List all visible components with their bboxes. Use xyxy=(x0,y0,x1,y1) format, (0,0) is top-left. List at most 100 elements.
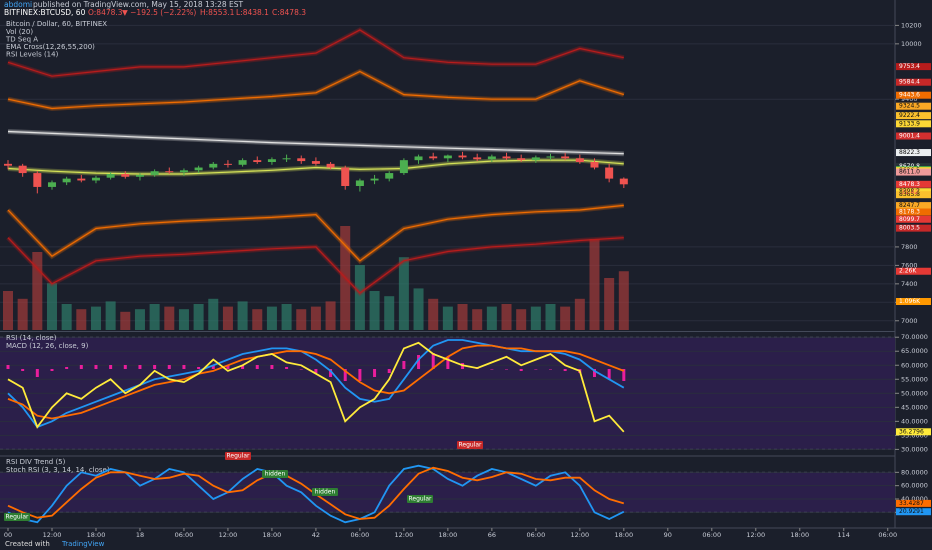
volume-label-box xyxy=(896,267,931,275)
low: L:8438.1 xyxy=(236,8,269,17)
histogram-bar xyxy=(153,365,157,369)
candle-body xyxy=(619,178,628,185)
candle-body xyxy=(355,180,364,186)
annotation-box xyxy=(457,441,483,449)
histogram-bar xyxy=(358,369,362,381)
volume-bar xyxy=(222,306,233,330)
price-label-box xyxy=(896,149,931,157)
last-value-box xyxy=(896,499,931,507)
candle-body xyxy=(605,167,614,179)
volume-bar xyxy=(442,306,453,330)
candle-body xyxy=(150,171,159,175)
candle-body xyxy=(561,156,570,159)
volume-bar xyxy=(252,309,263,330)
annotation: Regular xyxy=(226,453,250,460)
histogram-bar xyxy=(592,369,596,377)
histogram-bar xyxy=(373,369,377,377)
histogram-bar xyxy=(197,367,201,369)
candle-body xyxy=(267,159,276,162)
candle-body xyxy=(106,174,115,178)
price-label-box xyxy=(896,168,931,176)
annotation: hidden xyxy=(265,471,286,478)
x-tick-label: 114 xyxy=(838,531,850,539)
price-label-box xyxy=(896,202,931,210)
footer-brand[interactable]: TradingView xyxy=(61,540,105,548)
histogram-bar xyxy=(299,369,303,370)
price-label: 9133.9 xyxy=(899,120,920,127)
volume-bar xyxy=(457,304,468,330)
annotation-box xyxy=(262,470,288,478)
histogram-bar xyxy=(79,365,83,369)
indicator-label: EMA Cross(12,26,55,200) xyxy=(6,43,95,51)
volume-bar xyxy=(208,298,219,330)
y-tick-label: 7800 xyxy=(901,243,918,251)
x-tick-label: 12:00 xyxy=(219,531,238,539)
overlay-line xyxy=(7,130,624,155)
volume-label: 2.26K xyxy=(899,268,917,275)
volume-bar xyxy=(501,304,512,330)
annotation-box xyxy=(407,495,433,503)
volume-label: 1.096K xyxy=(899,298,921,305)
candle-body xyxy=(223,163,232,165)
candle-body xyxy=(443,155,452,159)
x-tick-label: 06:00 xyxy=(702,531,721,539)
x-tick-label: 12:00 xyxy=(395,531,414,539)
histogram-bar xyxy=(35,369,39,377)
candle-body xyxy=(414,156,423,161)
candle-body xyxy=(47,182,56,187)
price-label: 8099.7 xyxy=(899,216,920,223)
candle-body xyxy=(575,158,584,162)
volume-bar xyxy=(560,306,571,330)
candle-body xyxy=(429,156,438,159)
candle-body xyxy=(341,167,350,186)
close: C:8478.3 xyxy=(272,8,306,17)
volume-bar xyxy=(604,278,615,330)
annotation-box xyxy=(225,452,251,460)
x-tick-label: 90 xyxy=(664,531,672,539)
histogram-bar xyxy=(50,369,54,371)
y-tick-label: 7600 xyxy=(901,261,918,269)
series-line xyxy=(7,464,625,524)
x-tick-label: 18 xyxy=(136,531,144,539)
x-tick-label: 42 xyxy=(312,531,320,539)
price-label-box xyxy=(896,78,931,86)
volume-bar xyxy=(90,306,101,330)
price-label: 9222.4 xyxy=(899,112,920,119)
histogram-bar xyxy=(490,369,494,370)
author[interactable]: abdomi xyxy=(4,0,32,9)
candle-body xyxy=(326,163,335,168)
price-label-box xyxy=(896,102,931,110)
candle-body xyxy=(531,157,540,161)
pane-title: RSI (14, close) xyxy=(6,334,57,342)
y-tick-label: 7000 xyxy=(901,317,918,325)
volume-bar xyxy=(178,309,189,330)
histogram-bar xyxy=(94,365,98,369)
x-tick-label: 06:00 xyxy=(526,531,545,539)
histogram-bar xyxy=(505,369,509,370)
histogram-bar xyxy=(607,369,611,379)
volume-bar xyxy=(281,304,292,330)
volume-bar xyxy=(105,301,116,330)
volume-bar xyxy=(545,304,556,330)
pane-title: Stoch RSI (3, 3, 14, 14, close) xyxy=(6,466,110,474)
candle-body xyxy=(91,177,100,181)
histogram-bar xyxy=(21,369,25,371)
x-tick-label: 06:00 xyxy=(175,531,194,539)
histogram-bar xyxy=(402,361,406,369)
histogram-bar xyxy=(417,355,421,369)
volume-bar xyxy=(46,283,57,330)
x-tick-label: 66 xyxy=(488,531,496,539)
histogram-bar xyxy=(343,369,347,381)
candle-body xyxy=(62,178,71,183)
volume-bar xyxy=(164,306,175,330)
annotation-box xyxy=(312,488,338,496)
price-label-box xyxy=(896,224,931,232)
price-label-box xyxy=(896,208,931,216)
volume-bar xyxy=(17,298,28,330)
series-line xyxy=(7,341,625,433)
price-label: 9443.6 xyxy=(899,92,920,99)
price-label-box xyxy=(896,191,931,199)
candle-body xyxy=(33,173,42,187)
